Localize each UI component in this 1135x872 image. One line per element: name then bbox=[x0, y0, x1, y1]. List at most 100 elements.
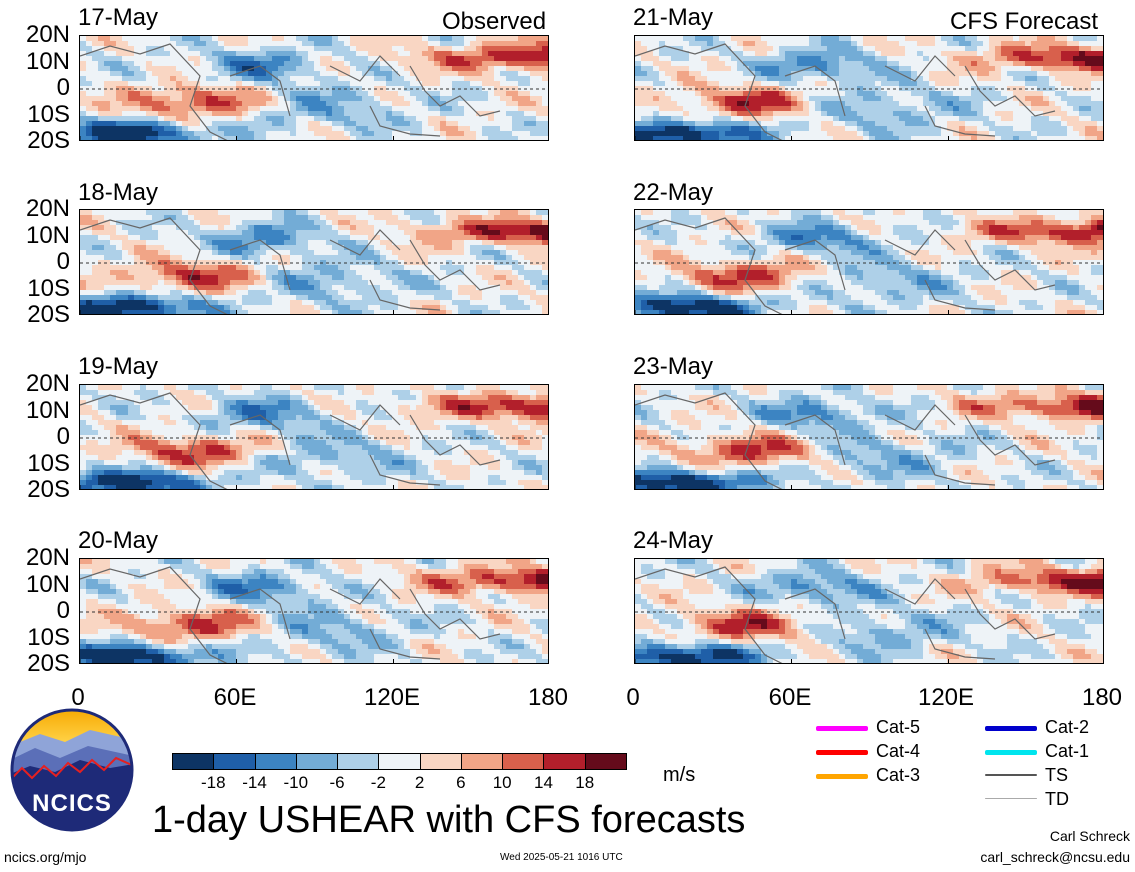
heatmap-cell bbox=[476, 435, 482, 440]
heatmap-cell bbox=[116, 425, 122, 430]
heatmap-cell bbox=[92, 310, 98, 314]
heatmap-cell bbox=[506, 415, 512, 420]
heatmap-cell bbox=[86, 305, 92, 310]
heatmap-cell bbox=[188, 280, 194, 285]
heatmap-cell bbox=[362, 220, 368, 225]
heatmap-cell bbox=[344, 76, 350, 81]
heatmap-cell bbox=[338, 240, 344, 245]
heatmap-cell bbox=[104, 81, 110, 86]
heatmap-cell bbox=[422, 136, 428, 140]
heatmap-cell bbox=[410, 250, 416, 255]
heatmap-cell bbox=[362, 290, 368, 295]
map-panel bbox=[79, 384, 549, 490]
heatmap-cell bbox=[206, 455, 212, 460]
heatmap-cell bbox=[494, 265, 500, 270]
heatmap-cell bbox=[152, 61, 158, 66]
heatmap-cell bbox=[506, 111, 512, 116]
heatmap-cell bbox=[260, 455, 266, 460]
heatmap-cell bbox=[350, 285, 356, 290]
heatmap-cell bbox=[542, 81, 548, 86]
heatmap-cell bbox=[542, 225, 548, 230]
heatmap-cell bbox=[320, 66, 326, 71]
heatmap-cell bbox=[422, 56, 428, 61]
heatmap-cell bbox=[512, 51, 518, 56]
heatmap-cell bbox=[380, 76, 386, 81]
heatmap-cell bbox=[398, 91, 404, 96]
heatmap-cell bbox=[110, 250, 116, 255]
heatmap-cell bbox=[158, 425, 164, 430]
heatmap-cell bbox=[314, 51, 320, 56]
heatmap-cell bbox=[170, 66, 176, 71]
heatmap-cell bbox=[422, 76, 428, 81]
heatmap-cell bbox=[434, 405, 440, 410]
heatmap-cell bbox=[518, 275, 524, 280]
heatmap-cell bbox=[302, 280, 308, 285]
heatmap-cell bbox=[410, 220, 416, 225]
heatmap-cell bbox=[332, 270, 338, 275]
heatmap-cell bbox=[500, 106, 506, 111]
heatmap-cell bbox=[434, 430, 440, 435]
heatmap-cell bbox=[362, 116, 368, 121]
heatmap-cell bbox=[326, 255, 332, 260]
heatmap-cell bbox=[512, 460, 518, 465]
heatmap-cell bbox=[524, 260, 530, 265]
heatmap-cell bbox=[464, 66, 470, 71]
heatmap-cell bbox=[326, 445, 332, 450]
heatmap-cell bbox=[452, 470, 458, 475]
heatmap-cell bbox=[524, 245, 530, 250]
heatmap-cell bbox=[152, 250, 158, 255]
heatmap-cell bbox=[230, 390, 236, 395]
heatmap-cell bbox=[350, 405, 356, 410]
heatmap-cell bbox=[446, 235, 452, 240]
heatmap-cell bbox=[338, 425, 344, 430]
heatmap-cell bbox=[494, 290, 500, 295]
heatmap-cell bbox=[254, 76, 260, 81]
heatmap-cell bbox=[104, 220, 110, 225]
heatmap-cell bbox=[110, 475, 116, 480]
heatmap-cell bbox=[512, 445, 518, 450]
heatmap-cell bbox=[494, 210, 500, 215]
heatmap-cell bbox=[404, 300, 410, 305]
heatmap-cell bbox=[200, 230, 206, 235]
heatmap-cell bbox=[344, 86, 350, 91]
heatmap-cell bbox=[92, 245, 98, 250]
heatmap-cell bbox=[164, 390, 170, 395]
heatmap-cell bbox=[518, 81, 524, 86]
heatmap-cell bbox=[266, 235, 272, 240]
heatmap-cell bbox=[230, 445, 236, 450]
heatmap-cell bbox=[170, 230, 176, 235]
heatmap-cell bbox=[212, 215, 218, 220]
heatmap-cell bbox=[362, 435, 368, 440]
heatmap-cell bbox=[320, 255, 326, 260]
heatmap-cell bbox=[362, 235, 368, 240]
heatmap-cell bbox=[284, 41, 290, 46]
heatmap-cell bbox=[356, 280, 362, 285]
heatmap-cell bbox=[482, 280, 488, 285]
heatmap-cell bbox=[200, 225, 206, 230]
heatmap-cell bbox=[392, 121, 398, 126]
heatmap-cell bbox=[440, 96, 446, 101]
heatmap-cell bbox=[332, 395, 338, 400]
heatmap-cell bbox=[230, 400, 236, 405]
heatmap-cell bbox=[452, 295, 458, 300]
heatmap-cell bbox=[470, 215, 476, 220]
heatmap-cell bbox=[410, 41, 416, 46]
heatmap-cell bbox=[206, 430, 212, 435]
heatmap-cell bbox=[530, 300, 536, 305]
heatmap-cell bbox=[134, 260, 140, 265]
heatmap-cell bbox=[332, 111, 338, 116]
heatmap-cell bbox=[122, 215, 128, 220]
heatmap-cell bbox=[314, 106, 320, 111]
heatmap-cell bbox=[482, 475, 488, 480]
heatmap-cell bbox=[278, 106, 284, 111]
heatmap-cell bbox=[152, 275, 158, 280]
heatmap-cell bbox=[194, 265, 200, 270]
heatmap-cell bbox=[530, 445, 536, 450]
heatmap-cell bbox=[194, 56, 200, 61]
heatmap-cell bbox=[122, 250, 128, 255]
heatmap-cell bbox=[170, 260, 176, 265]
heatmap-cell bbox=[152, 230, 158, 235]
heatmap-cell bbox=[350, 215, 356, 220]
heatmap-cell bbox=[134, 410, 140, 415]
heatmap-cell bbox=[470, 430, 476, 435]
